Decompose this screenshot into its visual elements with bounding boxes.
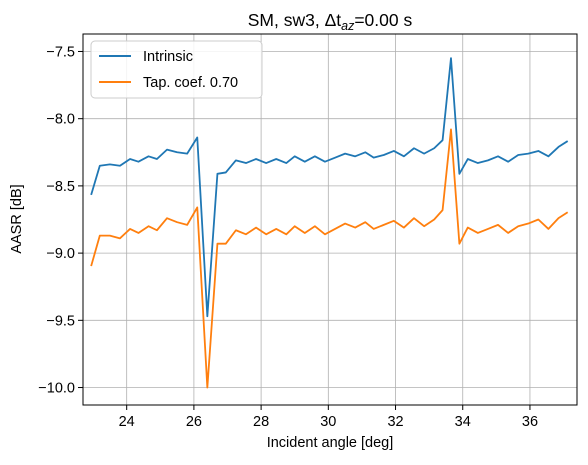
y-tick-label: −10.0 <box>38 381 75 397</box>
y-tick-label: −7.5 <box>46 44 75 60</box>
x-axis-label: Incident angle [deg] <box>267 435 394 451</box>
chart-title-main: SM, sw3, Δt <box>248 10 342 30</box>
y-tick-label: −9.5 <box>46 313 75 329</box>
legend-label-intrinsic: Intrinsic <box>143 49 193 65</box>
legend-label-tapered: Tap. coef. 0.70 <box>143 75 238 91</box>
x-tick-label: 36 <box>522 414 538 430</box>
y-axis-ticks: −7.5 −8.0 −8.5 −9.0 −9.5 −10.0 <box>38 44 83 397</box>
x-tick-label: 34 <box>455 414 471 430</box>
chart-title-subscript: az <box>341 19 355 33</box>
series-line-tapered <box>90 128 569 389</box>
plot-frame <box>82 33 578 406</box>
y-tick-label: −9.0 <box>46 246 75 262</box>
series-line-intrinsic <box>90 57 569 318</box>
legend-box <box>90 40 263 99</box>
x-tick-label: 30 <box>320 414 336 430</box>
chart-title-tail: =0.00 s <box>354 10 412 30</box>
x-tick-label: 28 <box>253 414 269 430</box>
y-tick-label: −8.0 <box>46 112 75 128</box>
x-tick-label: 32 <box>387 414 403 430</box>
series-layer <box>90 57 569 389</box>
y-axis-label: AASR [dB] <box>9 184 25 253</box>
chart-title: SM, sw3, Δtaz=0.00 s <box>248 10 413 33</box>
y-tick-label: −8.5 <box>46 179 75 195</box>
x-tick-label: 24 <box>119 414 135 430</box>
x-tick-label: 26 <box>186 414 202 430</box>
legend: Intrinsic Tap. coef. 0.70 <box>90 40 263 99</box>
x-axis-ticks: 24 26 28 30 32 34 36 <box>119 405 538 430</box>
